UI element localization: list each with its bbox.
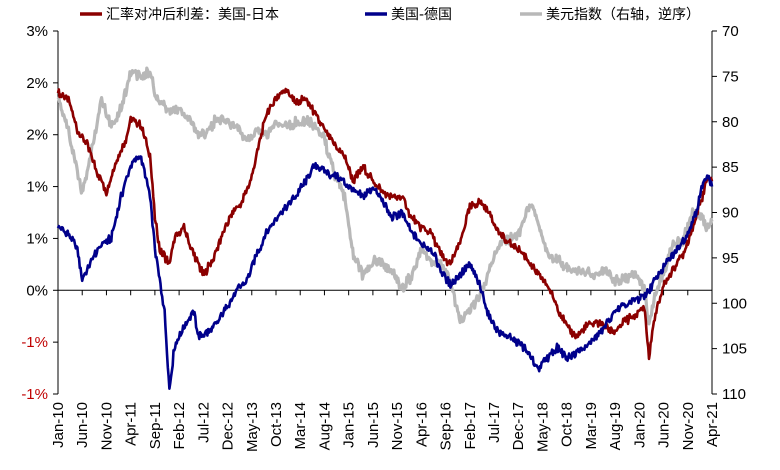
x-tick-label: Jun-10 [74, 402, 91, 448]
y-left-tick-label: 1% [26, 179, 48, 196]
legend-label-2: 美元指数（右轴，逆序） [546, 7, 700, 23]
y-left-tick-label: 3% [26, 23, 48, 40]
y-left-tick-label: 2% [26, 127, 48, 144]
series-layer [56, 66, 714, 390]
x-tick-label: Jul-12 [195, 402, 212, 443]
x-tick-label: Mar-14 [292, 402, 309, 450]
x-tick-label: Jan-10 [50, 402, 67, 448]
y-right-tick-label: 70 [722, 23, 739, 40]
x-tick-label: Apr-11 [123, 402, 140, 446]
x-tick-label: May-13 [244, 402, 261, 452]
x-tick-label: Jul-17 [486, 402, 503, 443]
x-tick-label: Jun-20 [656, 402, 673, 448]
axes: 3% 2% 2% 1% 1% 0% -1% -1% 70 75 80 85 90 95 100 105 110 [21, 23, 747, 403]
y-right-tick-label: 95 [722, 250, 739, 267]
y-right-tick-label: 90 [722, 205, 739, 222]
x-tick-label: Apr-16 [413, 402, 430, 447]
legend-label-0: 汇率对冲后利差：美国-日本 [106, 6, 279, 23]
x-tick-label: Jun-15 [365, 402, 382, 448]
x-tick-label: Nov-15 [389, 402, 406, 450]
y-right-tick-label: 85 [722, 159, 739, 176]
y-left-tick-label: -1% [21, 386, 48, 403]
x-tick-label: May-18 [534, 402, 551, 452]
x-tick-label: Sep-16 [438, 402, 455, 450]
x-tick-label: Feb-12 [171, 402, 188, 450]
series-line-1 [56, 155, 714, 390]
legend: 汇率对冲后利差：美国-日本 美国-德国 美元指数（右轴，逆序） [80, 6, 700, 23]
y-left-tick-label: -1% [21, 334, 48, 351]
x-tick-label: Oct-13 [268, 402, 285, 447]
y-right-tick-label: 100 [722, 295, 747, 312]
x-tick-label: Nov-20 [680, 402, 697, 450]
y-right-tick-label: 75 [722, 68, 739, 85]
x-tick-label: Jan-20 [631, 402, 648, 448]
x-tick-label: Mar-19 [583, 402, 600, 450]
series-line-2 [56, 66, 714, 326]
x-tick-label: Nov-10 [98, 402, 115, 450]
y-left-tick-label: 1% [26, 230, 48, 247]
x-tick-label: Aug-19 [607, 402, 624, 450]
x-axis-ticks: Jan-10 Jun-10 Nov-10 Apr-11 Sep-11 Feb-12 Jul-… [50, 290, 721, 452]
y-right-tick-label: 105 [722, 341, 747, 358]
y-left-tick-label: 0% [26, 282, 48, 299]
series-line-0 [56, 87, 714, 361]
y-left-tick-label: 2% [26, 75, 48, 92]
x-tick-label: Sep-11 [147, 402, 164, 449]
y-right-tick-label: 110 [722, 386, 746, 403]
y-right-tick-label: 80 [722, 114, 739, 131]
x-tick-label: Aug-14 [316, 402, 333, 450]
x-tick-label: Dec-12 [220, 402, 237, 450]
x-tick-label: Oct-18 [559, 402, 576, 447]
x-tick-label: Dec-17 [510, 402, 527, 450]
x-tick-label: Feb-17 [462, 402, 479, 450]
legend-label-1: 美国-德国 [391, 7, 452, 23]
x-tick-label: Apr-21 [704, 402, 721, 447]
x-tick-label: Jan-15 [341, 402, 358, 448]
